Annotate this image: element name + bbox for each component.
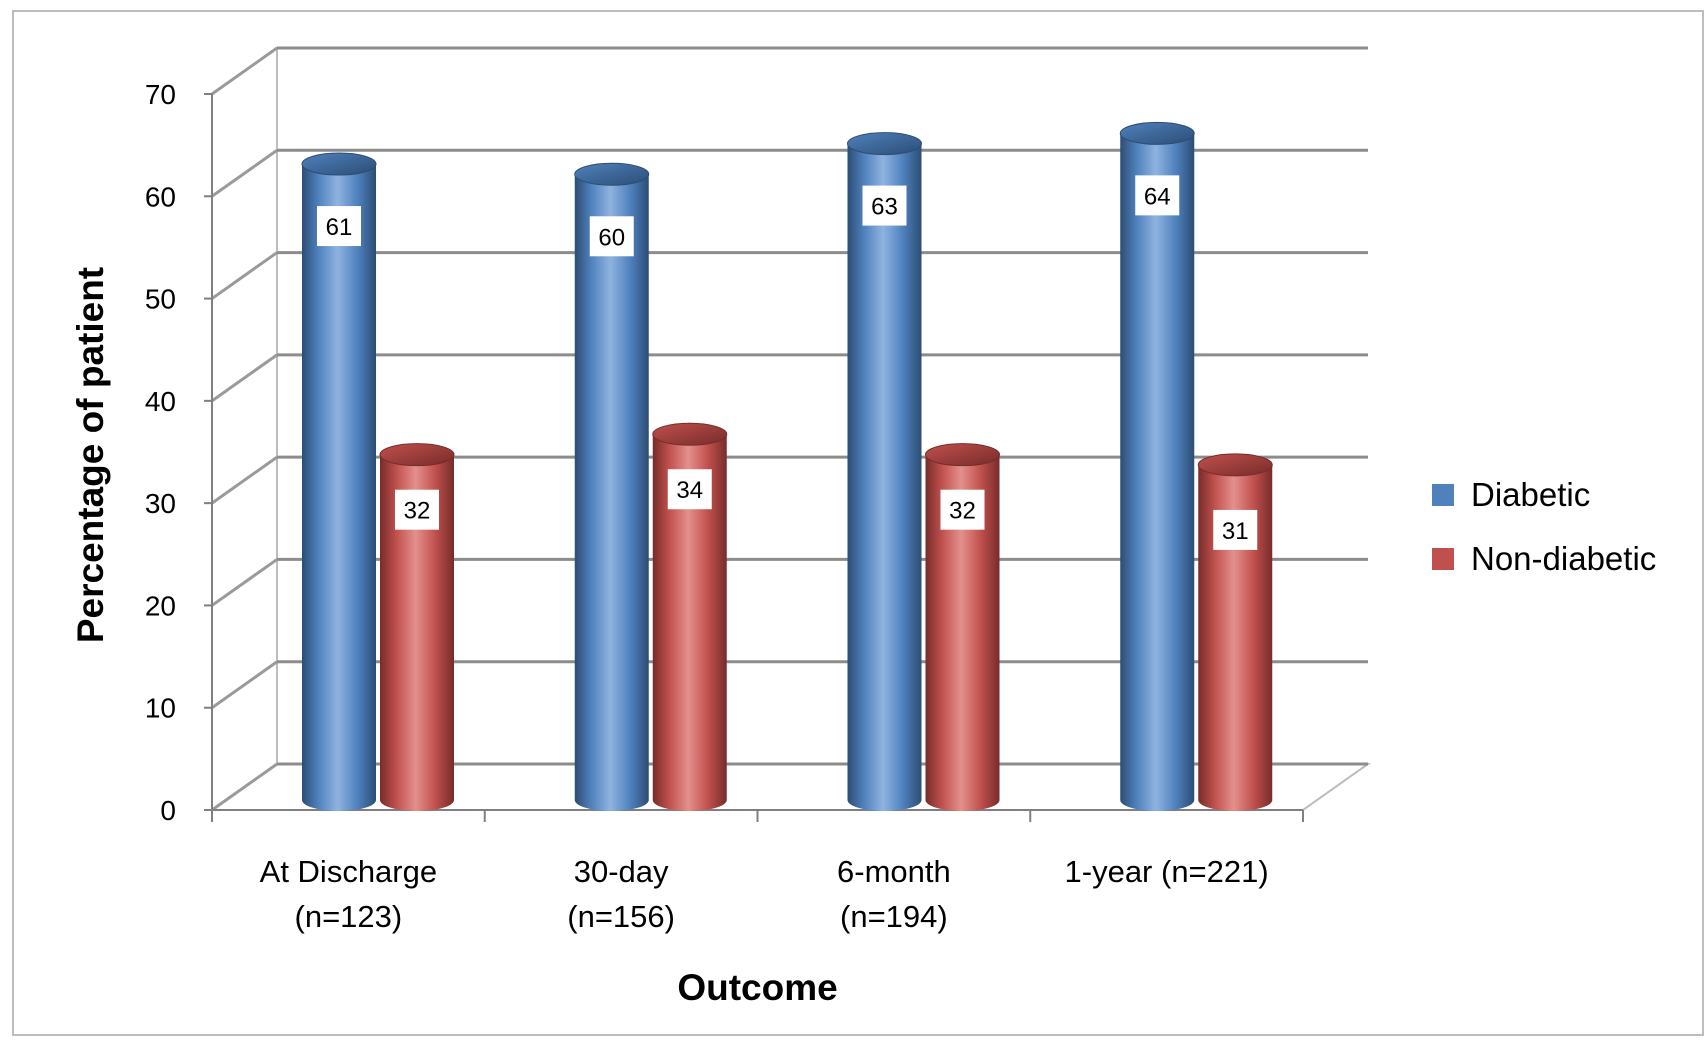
data-label-text: 61 bbox=[326, 214, 353, 241]
x-tick-label-line: (n=194) bbox=[840, 899, 948, 934]
data-label: 64 bbox=[1135, 175, 1180, 216]
legend-item: Diabetic bbox=[1432, 476, 1590, 513]
bar-non-diabetic bbox=[1197, 453, 1273, 811]
data-label: 32 bbox=[395, 489, 439, 530]
bar-top bbox=[574, 162, 650, 186]
x-tick-label-line: 1-year (n=221) bbox=[1065, 854, 1269, 889]
legend-label: Diabetic bbox=[1471, 476, 1590, 513]
bar-body bbox=[847, 143, 922, 812]
data-label-text: 34 bbox=[676, 477, 703, 504]
gridline-side bbox=[211, 762, 278, 812]
data-label-box bbox=[395, 489, 439, 530]
x-tick-label: 6-month (n=194) bbox=[837, 854, 951, 934]
chart-walls bbox=[208, 46, 1372, 812]
x-tick-label: 30-day (n=156) bbox=[567, 854, 675, 934]
data-label: 60 bbox=[589, 216, 634, 257]
y-tick-label: 70 bbox=[145, 79, 176, 110]
x-tick-label-line: 30-day bbox=[574, 854, 669, 889]
y-axis-title: Percentage of patient bbox=[70, 267, 111, 643]
x-tick-labels: At Discharge (n=123) 30-day (n=156) 6-month (… bbox=[260, 854, 1269, 934]
gridline-side bbox=[211, 558, 278, 607]
data-label-text: 63 bbox=[871, 194, 898, 221]
gridline-side bbox=[211, 149, 278, 198]
y-tick-label: 20 bbox=[145, 590, 176, 621]
legend-swatch bbox=[1432, 548, 1454, 570]
data-label-text: 64 bbox=[1144, 183, 1171, 210]
bar-body bbox=[380, 454, 454, 811]
y-tick-label: 0 bbox=[160, 795, 176, 826]
x-axis-title: Outcome bbox=[677, 967, 837, 1008]
data-labels: 61 60 63 64 32 34 32 31 bbox=[317, 175, 1258, 550]
bar-top bbox=[301, 152, 377, 176]
legend-item: Non-diabetic bbox=[1432, 540, 1656, 577]
bar-top bbox=[652, 422, 728, 446]
bars bbox=[301, 121, 1273, 812]
gridline-side bbox=[211, 46, 278, 96]
bar-non-diabetic bbox=[925, 443, 1000, 811]
data-label-text: 60 bbox=[598, 224, 625, 251]
bar-body bbox=[1120, 133, 1195, 811]
bar-diabetic bbox=[1119, 121, 1195, 811]
data-label: 34 bbox=[667, 469, 712, 510]
x-tick-label: 1-year (n=221) bbox=[1065, 854, 1269, 889]
y-tick-label: 10 bbox=[145, 693, 176, 724]
bar-body bbox=[302, 164, 376, 812]
gridline-side bbox=[211, 455, 278, 505]
data-label: 63 bbox=[862, 185, 907, 226]
legend-label: Non-diabetic bbox=[1471, 540, 1656, 577]
bar-diabetic bbox=[574, 162, 650, 812]
data-label-box bbox=[940, 489, 985, 530]
data-label-box bbox=[1213, 509, 1258, 550]
data-label-text: 31 bbox=[1222, 518, 1249, 545]
bar-body bbox=[925, 454, 1000, 811]
bar-body bbox=[652, 434, 727, 811]
side-wall bbox=[211, 46, 278, 812]
bar-top bbox=[379, 443, 455, 467]
bar-top bbox=[847, 132, 922, 156]
axes bbox=[204, 93, 1304, 822]
legend: Diabetic Non-diabetic bbox=[1432, 476, 1656, 577]
bar-body bbox=[1198, 464, 1273, 811]
bar-diabetic bbox=[301, 152, 377, 812]
gridline-side bbox=[211, 353, 278, 403]
data-label-box bbox=[317, 206, 361, 247]
data-label: 31 bbox=[1213, 509, 1258, 550]
x-tick-label-line: (n=123) bbox=[295, 899, 403, 934]
bar-non-diabetic bbox=[652, 422, 728, 811]
data-label-box bbox=[667, 469, 712, 510]
data-label-text: 32 bbox=[404, 498, 431, 525]
data-label: 61 bbox=[317, 206, 361, 247]
bar-diabetic bbox=[847, 132, 922, 812]
bar-body bbox=[574, 174, 649, 812]
bar-top bbox=[1119, 121, 1195, 145]
x-tick-label-line: 6-month bbox=[837, 854, 951, 889]
bar-non-diabetic bbox=[379, 443, 455, 811]
y-tick-label: 60 bbox=[145, 181, 176, 212]
y-tick-label: 40 bbox=[145, 386, 176, 417]
bar-top bbox=[1197, 453, 1273, 477]
gridline-side bbox=[211, 660, 278, 709]
x-tick-label: At Discharge (n=123) bbox=[260, 854, 437, 934]
data-label-text: 32 bbox=[949, 498, 976, 525]
gridline-side bbox=[211, 251, 278, 300]
data-label: 32 bbox=[940, 489, 985, 530]
x-tick-label-line: At Discharge bbox=[260, 854, 437, 889]
data-label-box bbox=[1135, 175, 1180, 216]
y-tick-label: 50 bbox=[145, 284, 176, 315]
data-label-box bbox=[862, 185, 907, 226]
y-tick-labels: 0 10 20 30 40 50 60 70 bbox=[145, 79, 176, 826]
y-tick-label: 30 bbox=[145, 488, 176, 519]
data-label-box bbox=[589, 216, 634, 257]
legend-swatch bbox=[1432, 484, 1454, 506]
bar-top bbox=[925, 443, 1000, 467]
x-tick-label-line: (n=156) bbox=[567, 899, 675, 934]
